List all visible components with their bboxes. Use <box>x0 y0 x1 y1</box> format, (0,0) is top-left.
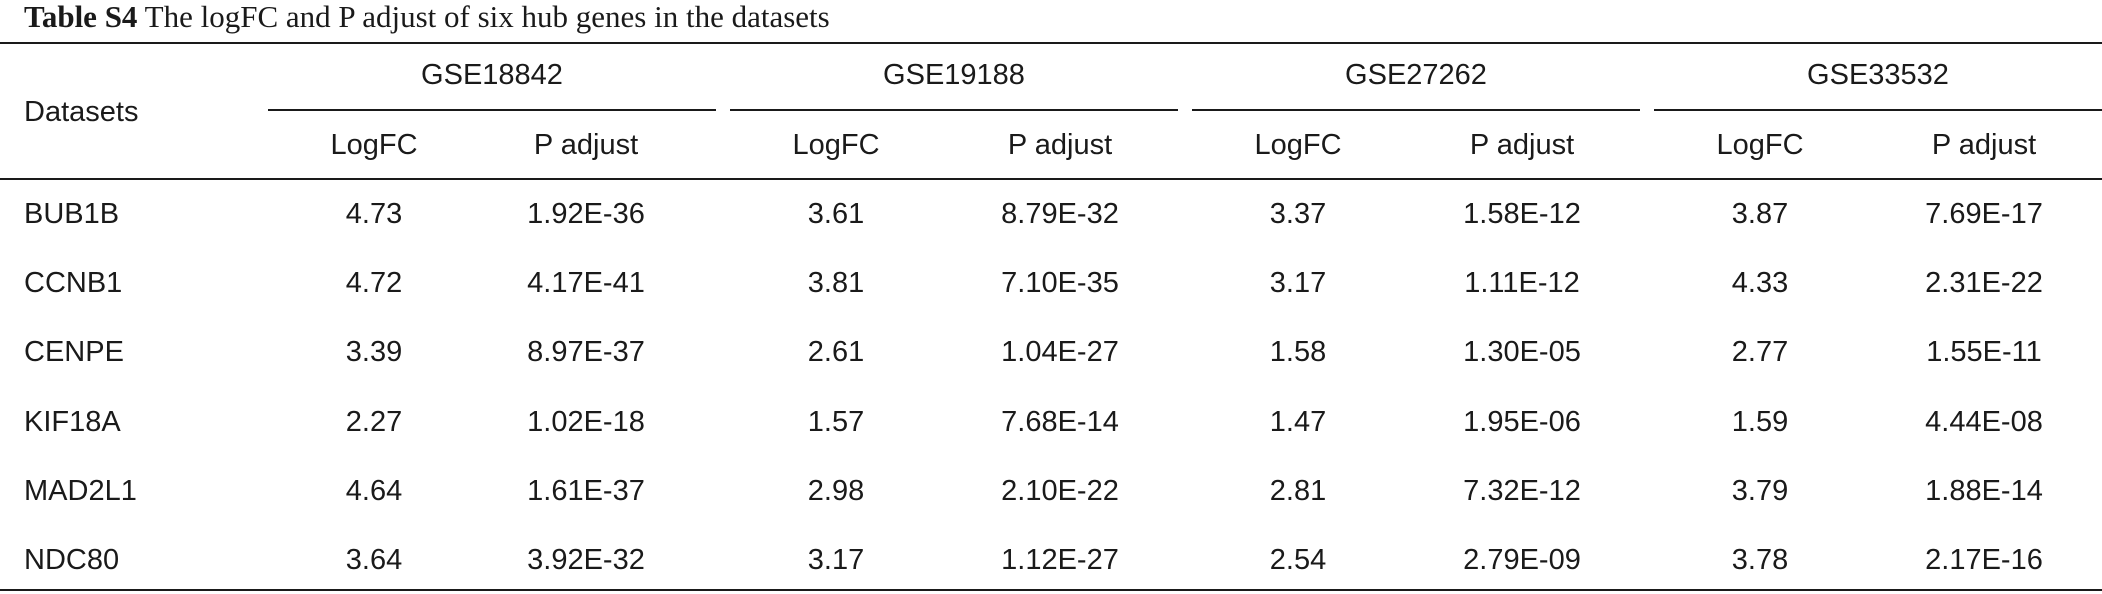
table-cell: 4.33 <box>1731 267 1789 299</box>
table-cell: 2.98 <box>807 475 865 507</box>
table-cell: 7.32E-12 <box>1463 475 1581 507</box>
table-cell: 1.55E-11 <box>1926 336 2042 368</box>
row-gene-name: KIF18A <box>24 406 121 438</box>
table-cell: 1.88E-14 <box>1925 475 2043 507</box>
row-gene-name: CENPE <box>24 336 124 368</box>
subheader-logfc: LogFC <box>792 129 880 161</box>
table-cell: 1.95E-06 <box>1463 406 1581 438</box>
subheader-p-adjust: P adjust <box>1469 129 1575 161</box>
table-cell: 1.02E-18 <box>527 406 645 438</box>
table-cell: 2.61 <box>807 336 865 368</box>
table-cell: 3.79 <box>1731 475 1789 507</box>
group-rule <box>1192 109 1640 111</box>
subheader-logfc: LogFC <box>1716 129 1804 161</box>
table-caption-label: Table S4 <box>24 0 138 34</box>
table-cell: 4.17E-41 <box>527 267 645 299</box>
row-gene-name: CCNB1 <box>24 267 123 299</box>
group-header-gse18842: GSE18842 <box>421 59 563 91</box>
table-cell: 1.58E-12 <box>1463 198 1581 230</box>
row-gene-name: NDC80 <box>24 544 120 576</box>
subheader-p-adjust: P adjust <box>1007 129 1113 161</box>
table-cell: 3.92E-32 <box>527 544 645 576</box>
table-bottom-rule <box>0 589 2102 591</box>
group-header-gse27262: GSE27262 <box>1345 59 1487 91</box>
table-cell: 8.97E-37 <box>527 336 645 368</box>
table-cell: 2.17E-16 <box>1925 544 2043 576</box>
subheader-logfc: LogFC <box>330 129 418 161</box>
row-gene-name: MAD2L1 <box>24 475 137 507</box>
group-rule <box>1654 109 2102 111</box>
table-cell: 4.72 <box>345 267 403 299</box>
table-cell: 2.54 <box>1269 544 1327 576</box>
table-cell: 2.27 <box>345 406 403 438</box>
table-caption-text: The logFC and P adjust of six hub genes … <box>144 0 830 34</box>
row-header-label: Datasets <box>24 96 139 128</box>
table-cell: 1.04E-27 <box>1001 336 1119 368</box>
table-cell: 2.81 <box>1269 475 1327 507</box>
table-cell: 1.11E-12 <box>1464 267 1580 299</box>
table-caption: Table S4 The logFC and P adjust of six h… <box>24 0 830 38</box>
subheader-p-adjust: P adjust <box>1931 129 2037 161</box>
table-top-rule <box>0 42 2102 44</box>
table-cell: 4.64 <box>345 475 403 507</box>
table-cell: 1.47 <box>1269 406 1327 438</box>
group-rule <box>268 109 716 111</box>
table-cell: 3.61 <box>807 198 865 230</box>
table-cell: 3.78 <box>1731 544 1789 576</box>
table-cell: 3.17 <box>807 544 865 576</box>
group-header-gse33532: GSE33532 <box>1807 59 1949 91</box>
table-cell: 3.87 <box>1731 198 1789 230</box>
table-cell: 2.77 <box>1731 336 1789 368</box>
subheader-p-adjust: P adjust <box>533 129 639 161</box>
table-cell: 2.10E-22 <box>1001 475 1119 507</box>
table-cell: 7.10E-35 <box>1001 267 1119 299</box>
table-cell: 1.30E-05 <box>1463 336 1581 368</box>
group-rule <box>730 109 1178 111</box>
subheader-logfc: LogFC <box>1254 129 1342 161</box>
table-cell: 7.68E-14 <box>1001 406 1119 438</box>
table-header-rule <box>0 178 2102 180</box>
table-cell: 2.79E-09 <box>1463 544 1581 576</box>
table-cell: 3.81 <box>807 267 865 299</box>
table-cell: 3.39 <box>345 336 403 368</box>
table-cell: 1.57 <box>807 406 865 438</box>
table-cell: 4.44E-08 <box>1925 406 2043 438</box>
table-cell: 8.79E-32 <box>1001 198 1119 230</box>
table-cell: 1.59 <box>1731 406 1789 438</box>
table-cell: 1.58 <box>1269 336 1327 368</box>
table-cell: 3.17 <box>1269 267 1327 299</box>
table-cell: 1.61E-37 <box>527 475 645 507</box>
table-cell: 1.92E-36 <box>527 198 645 230</box>
table-cell: 2.31E-22 <box>1925 267 2043 299</box>
table-cell: 3.64 <box>345 544 403 576</box>
table-cell: 3.37 <box>1269 198 1327 230</box>
group-header-gse19188: GSE19188 <box>883 59 1025 91</box>
row-gene-name: BUB1B <box>24 198 120 230</box>
table-cell: 4.73 <box>345 198 403 230</box>
table-cell: 1.12E-27 <box>1001 544 1119 576</box>
table-cell: 7.69E-17 <box>1925 198 2043 230</box>
